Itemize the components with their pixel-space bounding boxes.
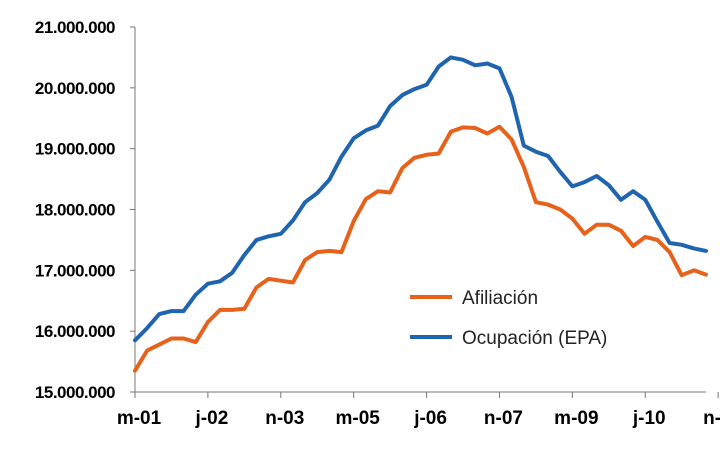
series-line-ocupacion (133, 55, 708, 343)
series-line-afiliacion (133, 124, 708, 373)
y-tick-label: 19.000.000 (35, 140, 115, 159)
x-tick-label: n-11 (703, 408, 720, 429)
x-axis: m-01 j-02 n-03 m-05 j-06 n-07 m-09 j-10 n-11 (117, 391, 720, 429)
y-tick-label: 17.000.000 (35, 261, 115, 280)
legend-label-ocupacion: Ocupación (EPA) (462, 328, 607, 349)
x-tick-label: m-05 (336, 408, 381, 429)
x-tick-label: m-09 (554, 408, 598, 429)
y-tick-label: 20.000.000 (35, 79, 115, 98)
x-tick-label: j-10 (632, 408, 666, 429)
y-axis: 15.000.000 16.000.000 17.000.000 18.000.000… (35, 18, 136, 402)
y-tick-label: 16.000.000 (35, 322, 115, 341)
x-tick-label: n-07 (484, 408, 523, 429)
y-tick-label: 21.000.000 (35, 18, 115, 37)
y-tick-label: 18.000.000 (35, 201, 115, 220)
x-tick-label: n-03 (265, 408, 304, 429)
series-lines (133, 55, 708, 373)
legend: Afiliación Ocupación (EPA) (410, 288, 607, 349)
x-tick-label: j-06 (413, 408, 447, 429)
x-tick-label: m-01 (117, 408, 162, 429)
y-tick-label: 15.000.000 (35, 383, 115, 402)
legend-label-afiliacion: Afiliación (462, 288, 538, 309)
x-tick-label: j-02 (195, 408, 229, 429)
